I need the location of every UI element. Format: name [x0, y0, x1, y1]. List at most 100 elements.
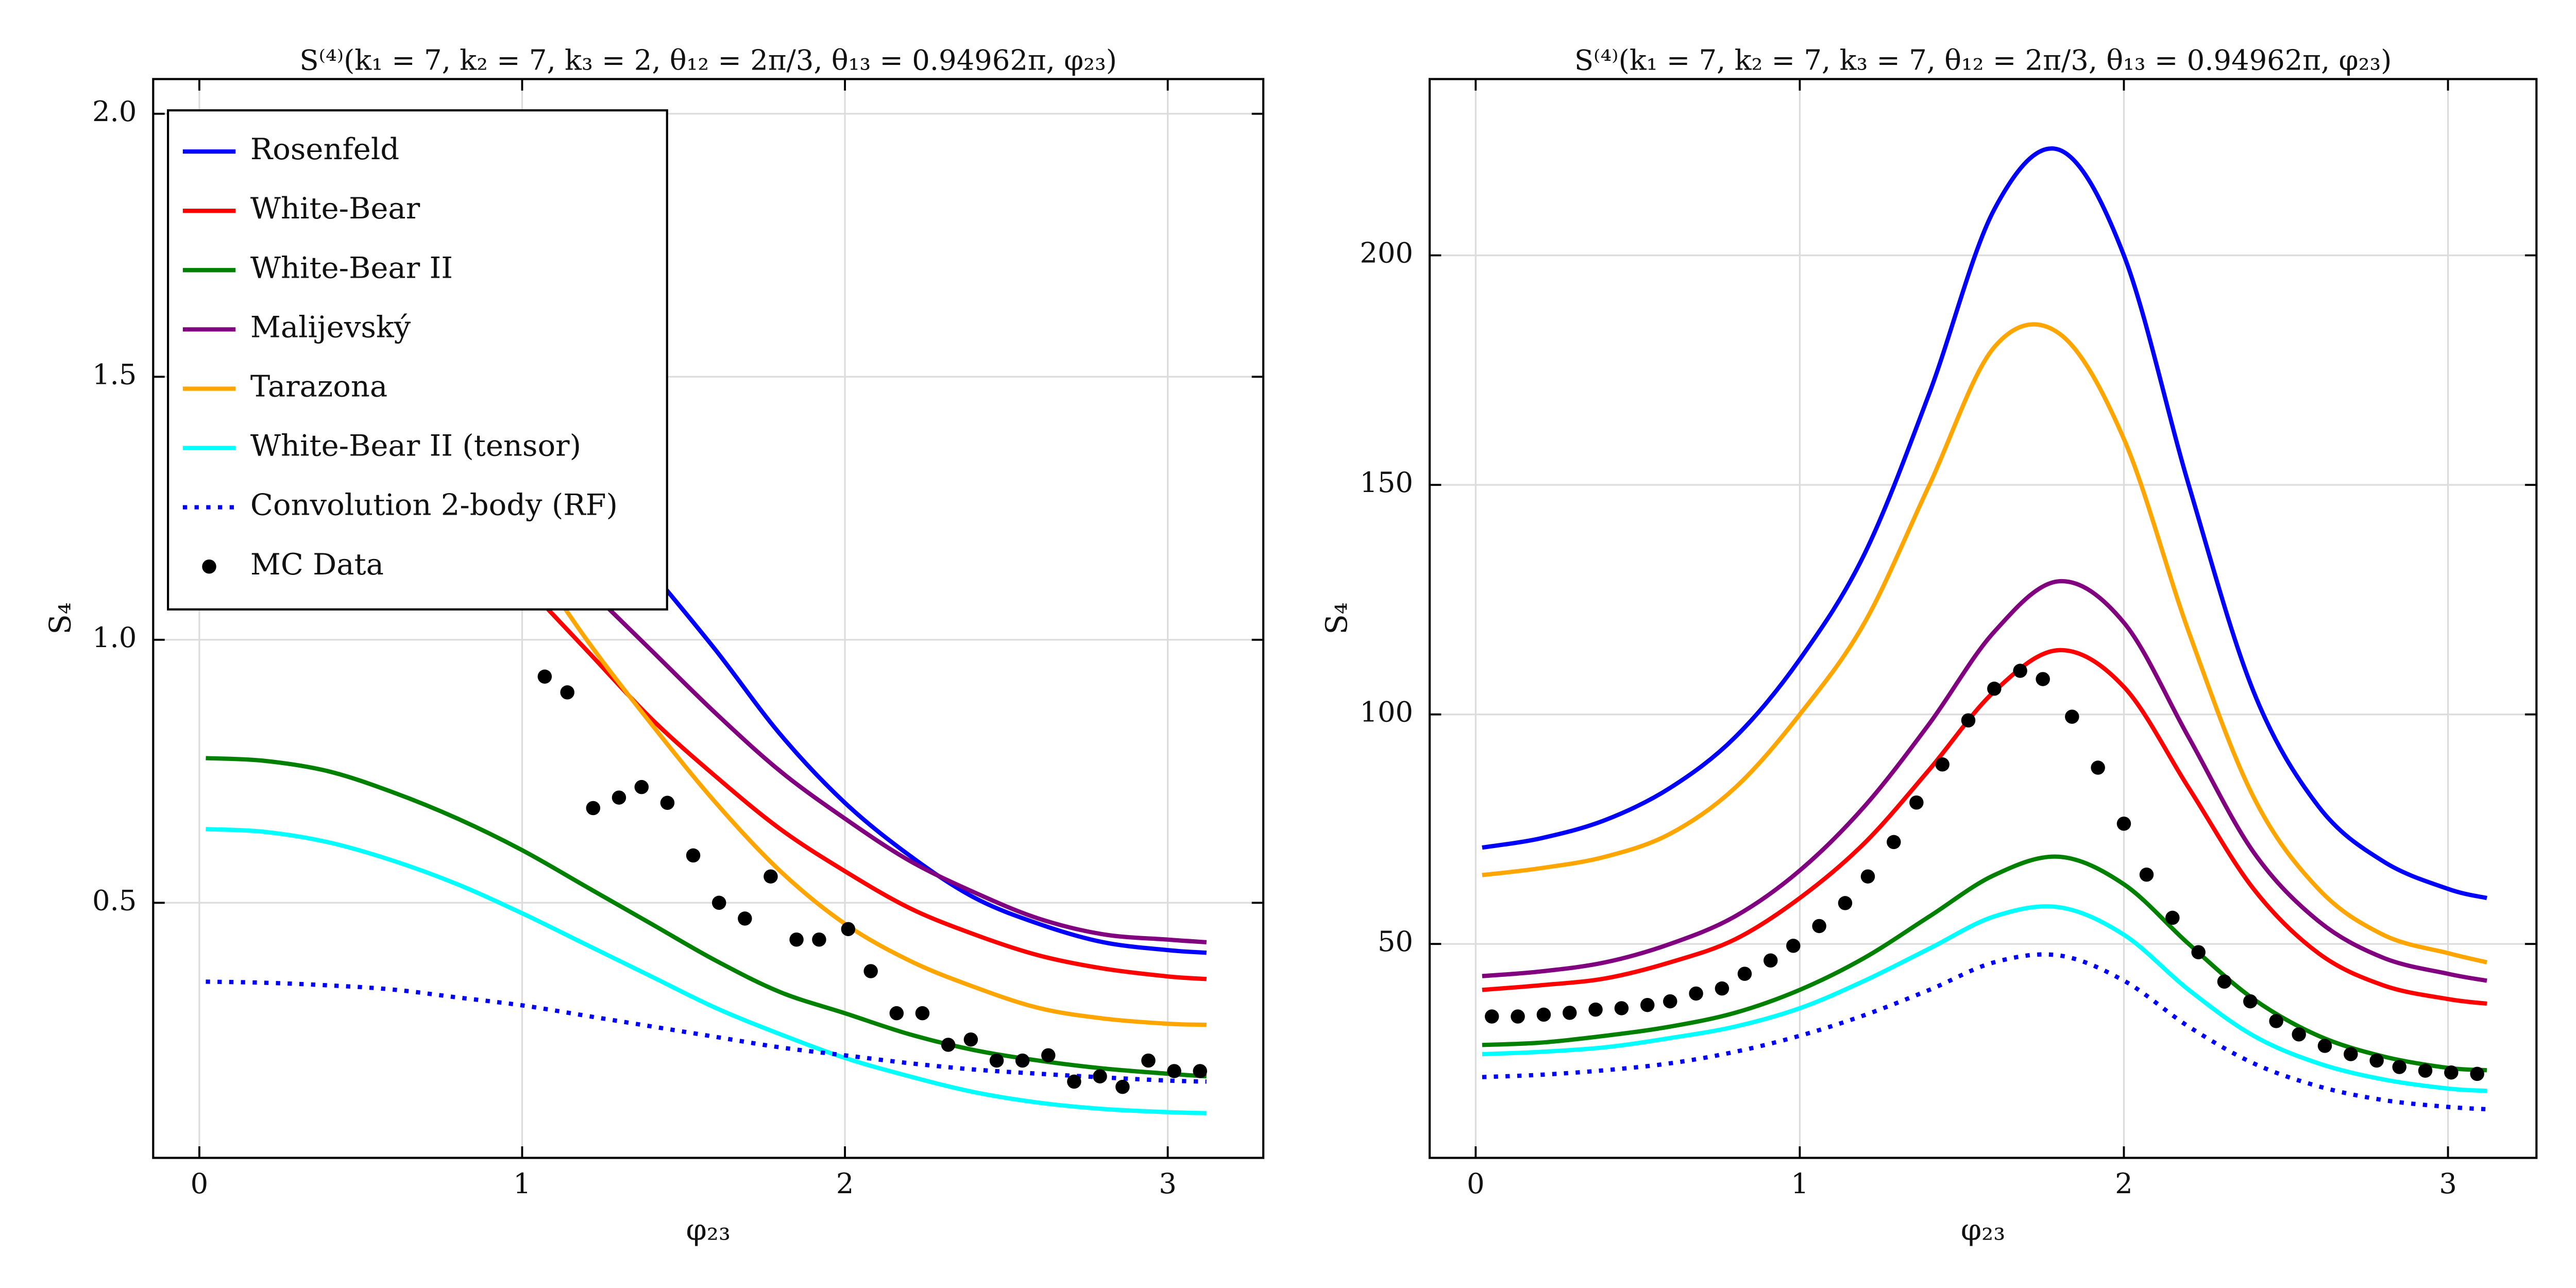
- x-tick-label: 0: [1467, 1167, 1485, 1200]
- data-point: [1067, 1074, 1081, 1089]
- data-point: [1588, 1002, 1603, 1017]
- data-point: [1041, 1048, 1056, 1063]
- data-point: [2091, 760, 2105, 775]
- y-tick-label: 100: [1360, 696, 1413, 728]
- data-point: [2392, 1060, 2406, 1074]
- data-point: [1193, 1064, 1207, 1078]
- chart-title: S⁽⁴⁾(k₁ = 7, k₂ = 7, k₃ = 2, θ₁₂ = 2π/3,…: [299, 44, 1117, 76]
- data-point: [1786, 939, 1801, 953]
- data-point: [2036, 672, 2050, 686]
- y-tick-label: 1.5: [92, 358, 137, 391]
- data-point: [686, 848, 701, 863]
- data-point: [2470, 1066, 2484, 1081]
- data-point: [586, 801, 601, 816]
- data-point: [989, 1053, 1004, 1068]
- legend-label: Tarazona: [250, 369, 387, 403]
- data-point: [915, 1006, 930, 1021]
- data-point: [1115, 1079, 1130, 1094]
- legend-label: White-Bear II: [250, 250, 453, 285]
- data-point: [2217, 974, 2232, 989]
- y-tick-label: 50: [1378, 925, 1413, 958]
- x-tick-label: 1: [513, 1167, 531, 1200]
- data-point: [1715, 981, 1730, 996]
- x-tick-label: 2: [836, 1167, 854, 1200]
- data-point: [2317, 1039, 2332, 1053]
- series-line: [206, 756, 1207, 1079]
- data-point: [2165, 910, 2180, 925]
- data-point: [1614, 1001, 1629, 1015]
- plot-frame: [152, 78, 1265, 1159]
- data-point: [1511, 1009, 1525, 1024]
- plot-area: [1482, 146, 2487, 1112]
- series-line: [206, 827, 1207, 1115]
- data-point: [2292, 1027, 2306, 1042]
- series-line: [1482, 952, 2487, 1112]
- data-point: [738, 911, 752, 926]
- data-point: [1935, 757, 1950, 772]
- data-point: [789, 932, 804, 947]
- data-point: [2191, 945, 2206, 959]
- series-line: [206, 979, 1207, 1084]
- series-line: [520, 522, 1207, 944]
- x-tick-label: 2: [2115, 1167, 2133, 1200]
- data-point: [1909, 795, 1924, 810]
- data-point: [612, 790, 626, 805]
- y-axis-label: S₄: [1319, 602, 1354, 634]
- legend-label: Convolution 2-body (RF): [250, 488, 618, 522]
- data-point: [1663, 994, 1677, 1009]
- data-point: [1484, 1009, 1499, 1024]
- data-point: [1015, 1053, 1030, 1068]
- legend: Rosenfeld White-Bear White-Bear II Malijevs…: [167, 109, 668, 611]
- data-point: [1987, 682, 2002, 696]
- data-point: [2013, 664, 2027, 678]
- series-line: [1482, 579, 2487, 983]
- data-point: [764, 869, 778, 884]
- data-point: [812, 932, 826, 947]
- x-tick-label: 3: [2439, 1167, 2457, 1200]
- data-point: [889, 1006, 904, 1021]
- legend-label: White-Bear II (tensor): [250, 429, 581, 463]
- data-point: [1689, 986, 1703, 1001]
- data-point: [634, 779, 649, 794]
- plot-area: [206, 491, 1207, 1115]
- series-line: [1482, 854, 2487, 1073]
- data-point: [2116, 817, 2131, 831]
- y-tick-label: 2.0: [92, 95, 137, 128]
- data-point: [963, 1032, 978, 1047]
- data-point: [2065, 709, 2079, 724]
- data-point: [1737, 967, 1752, 981]
- legend-label: Rosenfeld: [250, 132, 399, 166]
- data-point: [711, 895, 726, 910]
- data-point: [1961, 713, 1976, 728]
- x-tick-label: 3: [1159, 1167, 1177, 1200]
- data-point: [1812, 919, 1826, 934]
- plot-frame: [1428, 78, 2538, 1159]
- chart-title: S⁽⁴⁾(k₁ = 7, k₂ = 7, k₃ = 7, θ₁₂ = 2π/3,…: [1574, 44, 2392, 76]
- y-tick-label: 0.5: [92, 884, 137, 917]
- y-tick-label: 200: [1360, 237, 1413, 269]
- data-point: [660, 795, 675, 810]
- data-point: [1562, 1006, 1577, 1020]
- data-point: [1167, 1064, 1181, 1078]
- y-axis-label: S₄: [43, 602, 77, 634]
- chart-panel: 0 1 2 3 50 100 150 200 S⁽⁴⁾(k₁ = 7, k₂ = 7, k₃ =…: [1319, 44, 2538, 1247]
- x-tick-label: 0: [191, 1167, 209, 1200]
- legend-label: White-Bear: [250, 191, 420, 226]
- data-point: [1536, 1007, 1551, 1022]
- series-line: [1482, 904, 2487, 1093]
- data-point: [1093, 1069, 1107, 1083]
- data-point: [2344, 1047, 2358, 1061]
- series-line: [1482, 146, 2487, 901]
- data-point: [1763, 953, 1778, 968]
- data-point: [2139, 867, 2154, 882]
- legend-label: MC Data: [250, 547, 384, 582]
- legend-label: Malijevský: [250, 310, 411, 344]
- data-point: [2444, 1065, 2459, 1080]
- legend-box: [167, 109, 668, 611]
- data-point: [1887, 835, 1901, 850]
- x-axis-label: φ₂₃: [1961, 1212, 2005, 1247]
- x-axis-label: φ₂₃: [686, 1212, 730, 1247]
- data-point: [1141, 1053, 1156, 1068]
